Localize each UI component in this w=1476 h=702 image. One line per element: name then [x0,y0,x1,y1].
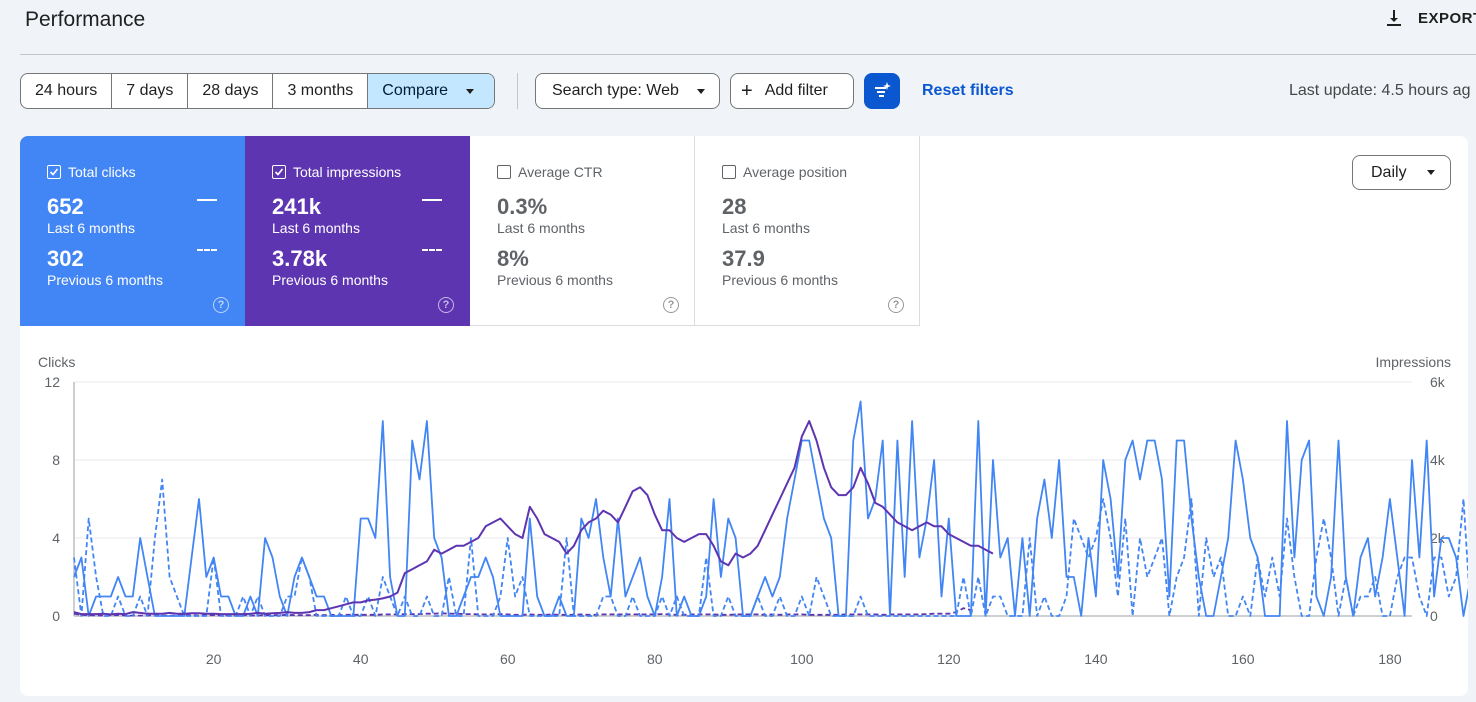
x-tick-label: 140 [1084,651,1108,667]
checkbox-unchecked-icon[interactable] [722,165,736,179]
performance-chart: Clicks Impressions 0 0 4 2k 8 4k 12 6k 20 40 60 80 100… [38,354,1468,667]
add-filter-button[interactable]: + Add filter [730,73,854,109]
help-icon[interactable]: ? [213,297,229,313]
y-tick-label-right: 6k [1430,374,1446,390]
range-7-days[interactable]: 7 days [112,74,189,108]
y-tick-label-left: 8 [52,452,60,468]
series-clicks-current [73,400,1468,617]
reset-filters-link[interactable]: Reset filters [922,82,1014,99]
filter-sparkle-icon [875,82,891,97]
metric-total-clicks[interactable]: Total clicks 652 Last 6 months 302 Previ… [20,136,245,326]
filter-settings-button[interactable] [864,73,900,109]
x-tick-label: 160 [1231,651,1255,667]
help-icon[interactable]: ? [663,297,679,313]
x-tick-label: 40 [353,651,369,667]
legend-solid-line [422,199,442,201]
legend-dashed-line [422,249,442,251]
metric-average-position[interactable]: Average position 28 Last 6 months 37.9 P… [695,136,920,326]
metric-prev-value: 3.78k [272,246,328,271]
y-tick-label-left: 0 [52,608,60,624]
metric-prev-value: 8% [497,246,529,271]
export-button[interactable]: EXPORT [1384,8,1476,28]
download-icon [1387,10,1401,26]
y-axis-title-right: Impressions [1376,354,1451,370]
range-28-days[interactable]: 28 days [188,74,274,108]
export-label: EXPORT [1418,9,1476,27]
metric-value: 241k [272,194,321,219]
metric-prev-value: 302 [47,246,84,271]
search-type-label: Search type: Web [552,82,679,99]
plus-icon: + [741,80,753,102]
granularity-dropdown[interactable]: Daily [1352,155,1451,190]
checkbox-unchecked-icon[interactable] [497,165,511,179]
x-tick-label: 80 [647,651,663,667]
metric-prev-value: 37.9 [722,246,765,271]
compare-button[interactable]: Compare [368,74,495,108]
x-tick-label: 120 [937,651,961,667]
metric-period: Last 6 months [497,220,585,236]
help-icon[interactable]: ? [888,297,904,313]
y-tick-label-right: 0 [1430,608,1438,624]
metric-value: 28 [722,194,747,219]
y-axis-title-left: Clicks [38,354,75,370]
date-range-selector: 24 hours 7 days 28 days 3 months Compare [20,73,496,109]
x-tick-label: 100 [790,651,814,667]
search-type-dropdown[interactable]: Search type: Web [535,73,720,109]
metric-prev-period: Previous 6 months [272,272,388,288]
y-tick-label-right: 2k [1430,530,1446,546]
metric-prev-period: Previous 6 months [497,272,613,288]
metric-period: Last 6 months [272,220,360,236]
metric-label: Total clicks [68,164,136,180]
add-filter-label: Add filter [764,82,828,99]
toolbar-divider [517,73,518,109]
metric-label: Average CTR [518,164,603,180]
help-icon[interactable]: ? [438,297,454,313]
metric-period: Last 6 months [722,220,810,236]
page-header: Performance EXPORT [0,0,1476,54]
checkbox-checked-icon[interactable] [47,165,61,179]
y-tick-label-left: 12 [44,374,60,390]
legend-solid-line [197,199,217,201]
range-3-months[interactable]: 3 months [273,74,369,108]
metric-average-ctr[interactable]: Average CTR 0.3% Last 6 months 8% Previo… [470,136,695,326]
page-title: Performance [25,8,146,31]
filter-toolbar: 24 hours 7 days 28 days 3 months Compare… [20,73,1476,109]
metric-total-impressions[interactable]: Total impressions 241k Last 6 months 3.7… [245,136,470,326]
metric-label: Average position [743,164,848,180]
checkbox-checked-icon[interactable] [272,165,286,179]
y-tick-label-left: 4 [52,530,60,546]
chevron-down-icon [466,88,475,94]
granularity-label: Daily [1371,163,1407,181]
legend-dashed-line [197,249,217,251]
y-tick-label-right: 4k [1430,452,1446,468]
range-24-hours[interactable]: 24 hours [21,74,113,108]
metric-prev-period: Previous 6 months [47,272,163,288]
series-impressions-current [73,420,994,616]
last-update-text: Last update: 4.5 hours ag [1289,82,1471,99]
chevron-down-icon [696,88,705,94]
performance-card: Total clicks 652 Last 6 months 302 Previ… [20,136,1468,696]
metric-value: 0.3% [497,194,548,219]
metric-period: Last 6 months [47,220,135,236]
compare-label: Compare [382,82,449,99]
x-tick-label: 60 [500,651,516,667]
x-tick-label: 20 [206,651,222,667]
header-divider [20,54,1476,55]
metric-prev-period: Previous 6 months [722,272,838,288]
metric-label: Total impressions [293,164,402,180]
chevron-down-icon [1426,170,1435,175]
x-tick-label: 180 [1378,651,1402,667]
metric-value: 652 [47,194,84,219]
